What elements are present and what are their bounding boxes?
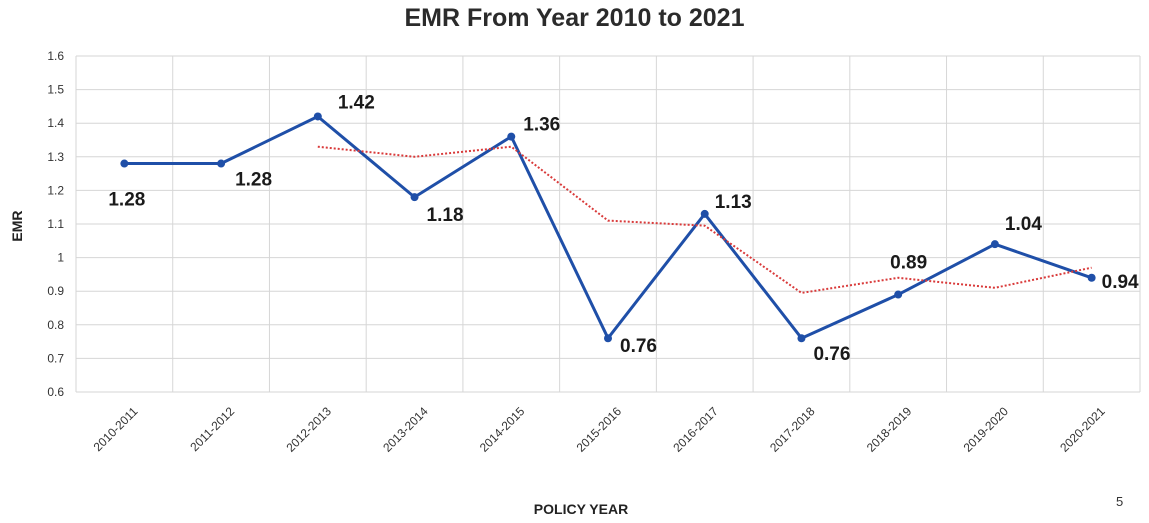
data-label: 0.76: [620, 336, 657, 357]
x-axis-tick-labels: 2010-2011 2011-2012 2012-2013 2013-2014 2014…: [91, 404, 1108, 455]
emr-data-point: [797, 334, 805, 342]
y-tick-label: 1.1: [47, 217, 64, 231]
emr-data-point: [1088, 274, 1096, 282]
y-axis-tick-labels: 0.6 0.7 0.8 0.9 1 1.1 1.2 1.3 1.4 1.5 1.6: [47, 49, 64, 399]
x-tick-label: 2015-2016: [574, 404, 625, 455]
x-tick-label: 2017-2018: [767, 404, 818, 455]
x-tick-label: 2019-2020: [961, 404, 1012, 455]
series-layer: [120, 112, 1095, 342]
x-tick-label: 2016-2017: [670, 404, 721, 455]
x-tick-label: 2010-2011: [91, 404, 141, 454]
emr-data-point: [604, 334, 612, 342]
x-tick-label: 2013-2014: [380, 404, 431, 455]
y-tick-label: 0.6: [47, 385, 64, 399]
y-tick-label: 0.9: [47, 284, 64, 298]
x-tick-label: 2014-2015: [477, 404, 528, 455]
y-tick-label: 1.2: [47, 183, 64, 197]
data-label: 0.76: [813, 344, 850, 365]
emr-data-point: [217, 160, 225, 168]
data-label: 1.28: [235, 170, 272, 191]
emr-data-point: [894, 291, 902, 299]
data-label: 1.13: [715, 192, 752, 213]
page-number: 5: [1116, 494, 1123, 509]
y-axis-title: EMR: [9, 210, 25, 241]
y-tick-label: 0.8: [47, 318, 64, 332]
data-label: 0.94: [1102, 272, 1139, 293]
x-tick-label: 2018-2019: [864, 404, 915, 455]
emr-data-point: [991, 240, 999, 248]
y-tick-label: 0.7: [47, 351, 64, 365]
emr-data-point: [120, 160, 128, 168]
data-label: 1.18: [427, 205, 464, 226]
x-axis-title: POLICY YEAR: [534, 501, 628, 517]
emr-data-point: [411, 193, 419, 201]
emr-data-point: [507, 133, 515, 141]
y-tick-label: 1.5: [47, 83, 64, 97]
x-tick-label: 2012-2013: [283, 404, 334, 455]
y-tick-label: 1: [57, 251, 64, 265]
data-label: 1.04: [1005, 214, 1042, 235]
data-label: 0.89: [890, 253, 927, 274]
data-label: 1.28: [108, 190, 145, 211]
x-tick-label: 2011-2012: [187, 404, 237, 454]
data-label: 1.36: [523, 115, 560, 136]
data-label: 1.42: [338, 92, 375, 113]
y-tick-label: 1.4: [47, 116, 64, 130]
emr-data-point: [314, 112, 322, 120]
emr-data-point: [701, 210, 709, 218]
y-tick-label: 1.6: [47, 49, 64, 63]
x-tick-label: 2020-2021: [1057, 404, 1108, 455]
y-tick-label: 1.3: [47, 150, 64, 164]
